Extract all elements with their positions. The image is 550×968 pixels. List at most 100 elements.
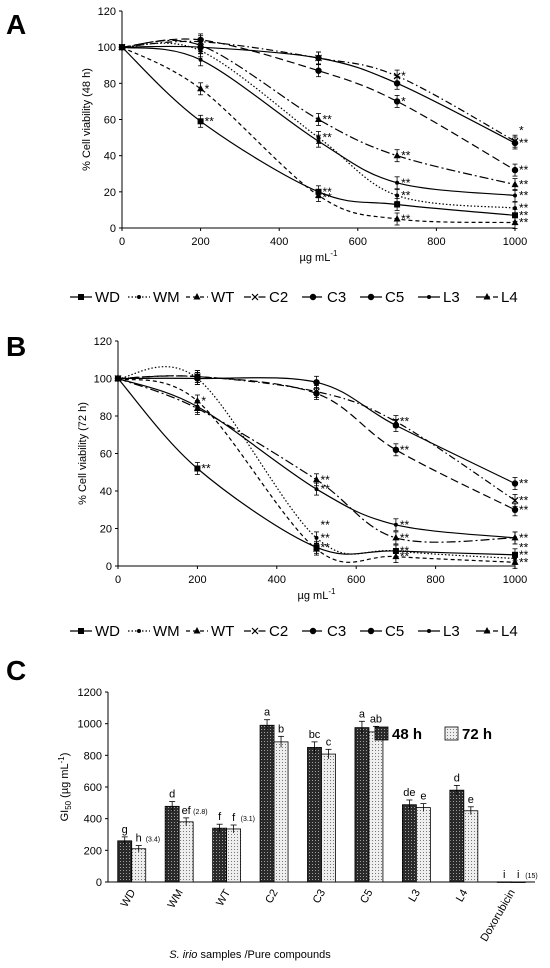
data-point-l4: [197, 41, 205, 48]
legend-marker: [483, 293, 491, 300]
data-point-c3: [315, 67, 322, 74]
data-point-l4: [313, 475, 320, 483]
panel-letter-c: C: [6, 655, 26, 686]
legend-marker: [137, 295, 141, 299]
significance-mark: **: [519, 503, 529, 517]
group-letter: ab: [370, 713, 382, 725]
series-l3: [116, 376, 518, 545]
significance-mark: **: [519, 531, 529, 545]
significance-mark: **: [201, 462, 211, 476]
y-axis-label: % Cell viability (48 h): [81, 68, 93, 171]
legend-marker: [427, 295, 431, 299]
y-tick-label: 800: [84, 750, 102, 762]
significance-mark: **: [323, 190, 333, 204]
bar-group-c3: bcc: [307, 729, 336, 883]
data-point-c3: [511, 166, 519, 174]
selectivity-index: (3.1): [241, 816, 255, 823]
x-axis-label-unit: µg mL: [298, 590, 329, 602]
bar-group-c5: a ab: [354, 708, 384, 883]
y-tick-label: 1200: [78, 687, 102, 699]
bar-72h: [131, 848, 147, 883]
selectivity-index: (2.8): [193, 809, 207, 816]
bar-group-c2: ab: [259, 707, 289, 883]
data-point-l4: [114, 374, 122, 381]
legend-item-l4: L4: [476, 623, 518, 640]
significance-mark: **: [519, 555, 529, 569]
panel-letter-b: B: [6, 331, 26, 362]
group-letter: i: [503, 869, 505, 881]
y-tick-label: 1000: [78, 719, 102, 731]
legend-item-c2: C2: [244, 289, 288, 306]
x-tick-label: 600: [349, 236, 367, 248]
significance-mark: **: [519, 208, 529, 222]
significance-mark: **: [519, 178, 529, 192]
data-point-wt: [315, 191, 322, 198]
data-point-l3: [395, 180, 400, 185]
data-point-c3: [393, 98, 401, 105]
significance-mark: **: [519, 540, 529, 554]
significance-mark: **: [323, 113, 333, 127]
significance-mark: **: [321, 473, 331, 487]
legend-label: WT: [211, 289, 234, 306]
significance-mark: **: [519, 136, 529, 150]
data-point-l3: [198, 57, 203, 62]
legend-marker: [137, 629, 141, 633]
group-letter: e: [420, 791, 426, 803]
bar-48h: [449, 789, 465, 883]
significance-mark: **: [323, 185, 333, 199]
x-axis-label-unit: µg mL: [300, 252, 331, 264]
legend-item-l4: L4: [476, 289, 518, 306]
significance-mark: **: [321, 531, 331, 545]
legend-item-48h: 48 h: [374, 726, 422, 743]
x-tick-label: C5: [358, 888, 375, 906]
bar-48h: [307, 747, 322, 883]
bar-72h: [273, 741, 289, 883]
legend-marker: [367, 627, 375, 635]
group-letter: i: [517, 869, 519, 881]
legend-label: 48 h: [392, 726, 422, 743]
significance-mark: **: [519, 493, 529, 507]
bar-group-wd: gh (3.4): [117, 824, 160, 883]
x-axis-label: µg mL-1: [300, 249, 338, 264]
significance-mark: **: [519, 477, 529, 491]
legend-marker: [78, 628, 84, 634]
group-letter: b: [278, 723, 284, 735]
legend-item-l3: L3: [418, 623, 460, 640]
data-point-c5: [392, 422, 400, 429]
x-axis-label: S. irio samples /Pure compounds: [169, 949, 331, 961]
series-line-l4: [117, 377, 516, 543]
data-point-l3: [393, 522, 398, 527]
legend-item-l3: L3: [418, 289, 460, 306]
data-point-l4: [511, 533, 519, 541]
data-point-wt: [197, 84, 205, 92]
x-tick-label: 800: [427, 236, 445, 248]
y-tick-label: 100: [98, 42, 116, 54]
x-tick-label: C3: [311, 888, 328, 906]
data-point-wm: [395, 193, 400, 198]
y-tick-label: 200: [84, 845, 102, 857]
series-c5: [118, 40, 519, 150]
legend-marker: [251, 293, 259, 301]
x-tick-label: 0: [119, 236, 125, 248]
legend-label: C2: [269, 623, 288, 640]
series-c5: [114, 372, 519, 490]
legend-label: WD: [95, 623, 120, 640]
x-tick-label: WM: [166, 888, 186, 911]
legend-marker: [483, 627, 491, 634]
legend-item-c3: C3: [302, 289, 346, 306]
y-tick-label: 20: [104, 187, 116, 199]
legend-label: C5: [385, 623, 404, 640]
y-tick-label: 80: [104, 78, 116, 90]
legend-label: L4: [501, 289, 518, 306]
significance-mark: **: [519, 188, 529, 202]
significance-mark: **: [519, 201, 529, 215]
x-tick-label: 1000: [503, 574, 527, 586]
x-tick-label: 400: [270, 236, 288, 248]
bar-48h: [401, 804, 417, 883]
y-tick-label: 400: [84, 814, 102, 826]
selectivity-index: (3.4): [146, 837, 160, 844]
legend-marker: [367, 293, 375, 301]
series-line-wt: [117, 377, 516, 563]
legend-label: WM: [153, 289, 180, 306]
data-point-l3: [513, 193, 517, 198]
